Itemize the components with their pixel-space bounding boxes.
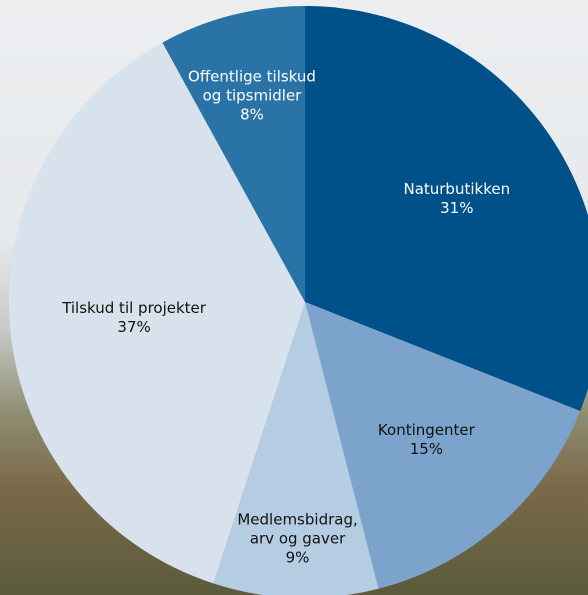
category-name: Tilskud til projekter (44, 299, 224, 318)
category-name: Medlemsbidrag, arv og gaver (230, 510, 365, 548)
value-label: 9% (230, 548, 365, 567)
value-label: 8% (177, 105, 327, 124)
chart: Naturbutikken31% Kontingenter15% Medlemsbi… (0, 0, 588, 595)
category-name: Naturbutikken (372, 180, 542, 199)
value-label: 31% (372, 199, 542, 218)
category-name: Offentlige tilskud og tipsmidler (177, 67, 327, 105)
value-label: 37% (44, 318, 224, 337)
value-label: 15% (341, 440, 511, 459)
category-name: Kontingenter (341, 421, 511, 440)
